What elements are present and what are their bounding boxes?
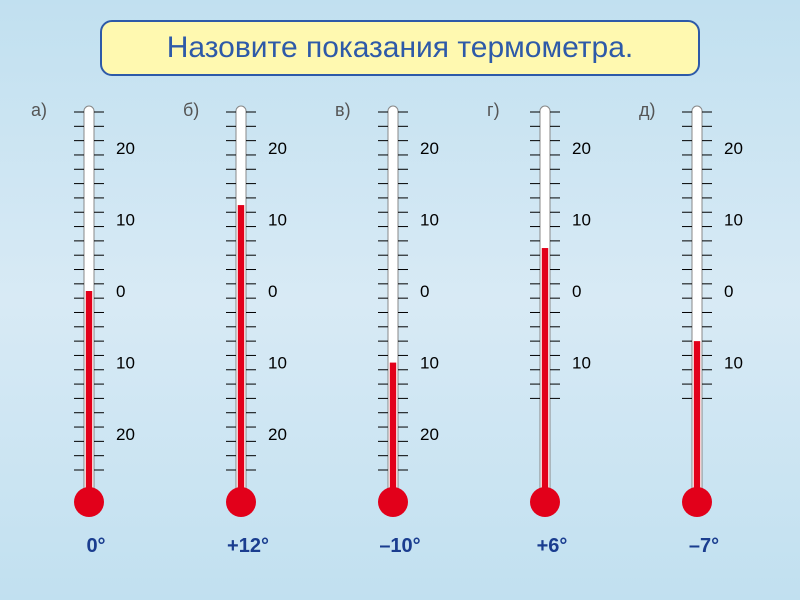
svg-text:10: 10	[572, 354, 591, 373]
thermometer-g: г)2010010+6°	[487, 100, 617, 580]
svg-text:10: 10	[724, 210, 743, 229]
thermometer-b: б)201001020+12°	[183, 100, 313, 580]
svg-text:10: 10	[420, 354, 439, 373]
svg-text:20: 20	[420, 139, 439, 158]
svg-text:10: 10	[116, 210, 135, 229]
svg-text:0: 0	[268, 282, 277, 301]
svg-text:20: 20	[268, 425, 287, 444]
svg-text:10: 10	[268, 354, 287, 373]
thermometer-svg: 20 10 0 10	[639, 100, 769, 540]
svg-text:10: 10	[724, 354, 743, 373]
thermometer-answer: –10°	[379, 535, 420, 558]
thermometer-answer: +6°	[537, 535, 568, 558]
svg-text:0: 0	[724, 282, 733, 301]
thermometer-v: в)201001020–10°	[335, 100, 465, 580]
thermometer-svg: 20 10 0 10 20	[335, 100, 465, 540]
svg-text:20: 20	[116, 139, 135, 158]
title-box: Назовите показания термометра.	[100, 20, 700, 76]
thermometer-answer: +12°	[227, 535, 269, 558]
thermometer-answer: –7°	[689, 535, 719, 558]
title-text: Назовите показания термометра.	[167, 31, 633, 65]
thermometer-svg: 20 10 0 10	[487, 100, 617, 540]
svg-text:10: 10	[116, 354, 135, 373]
thermometer-svg: 20 10 0 10 20	[183, 100, 313, 540]
svg-text:20: 20	[572, 139, 591, 158]
svg-text:20: 20	[420, 425, 439, 444]
svg-text:20: 20	[268, 139, 287, 158]
thermometer-d: д)2010010–7°	[639, 100, 769, 580]
svg-text:20: 20	[724, 139, 743, 158]
svg-text:10: 10	[268, 210, 287, 229]
thermometer-answer: 0°	[86, 535, 105, 558]
thermometer-svg: 20 10 0 10 20	[31, 100, 161, 540]
thermometer-a: а)2010010200°	[31, 100, 161, 580]
svg-text:10: 10	[420, 210, 439, 229]
svg-text:0: 0	[116, 282, 125, 301]
thermometer-row: а)2010010200° б)201001020+12° в)20100102…	[0, 100, 800, 580]
svg-text:0: 0	[420, 282, 429, 301]
svg-text:20: 20	[116, 425, 135, 444]
svg-text:10: 10	[572, 210, 591, 229]
svg-text:0: 0	[572, 282, 581, 301]
